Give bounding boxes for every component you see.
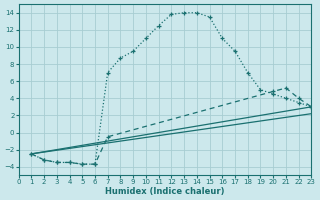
X-axis label: Humidex (Indice chaleur): Humidex (Indice chaleur) — [105, 187, 225, 196]
